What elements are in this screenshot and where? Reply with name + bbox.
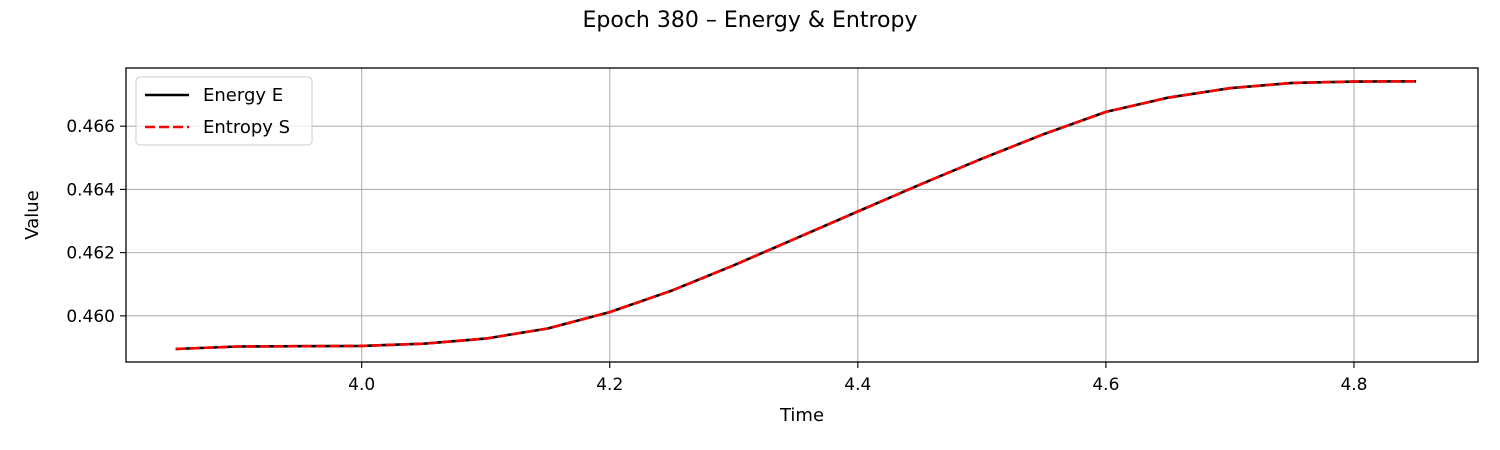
series-layer [175, 80, 1417, 351]
x-tick-label: 4.4 [844, 375, 871, 395]
y-tick-label: 0.466 [66, 117, 115, 137]
series-line-entropy-s [175, 80, 1417, 351]
y-tick-label: 0.462 [66, 244, 115, 264]
legend: Energy E Entropy S [135, 76, 313, 146]
legend-entry-label: Energy E [203, 85, 283, 106]
y-tick-label: 0.464 [66, 180, 115, 200]
x-tick-label: 4.0 [348, 375, 375, 395]
x-tick-label: 4.6 [1092, 375, 1119, 395]
axis-ticks: 4.0 4.2 4.4 4.6 4.8 0.460 0.462 0.464 0.466 [66, 117, 1367, 395]
x-tick-label: 4.2 [596, 375, 623, 395]
x-axis-label: Time [779, 405, 824, 426]
plot-frame [125, 67, 1479, 363]
y-axis-label: Value [22, 190, 43, 239]
y-tick-label: 0.460 [66, 307, 115, 327]
grid-lines [126, 68, 1478, 362]
chart-title: Epoch 380 – Energy & Entropy [583, 8, 918, 33]
x-tick-label: 4.8 [1340, 375, 1367, 395]
legend-entry-label: Entropy S [203, 117, 290, 138]
